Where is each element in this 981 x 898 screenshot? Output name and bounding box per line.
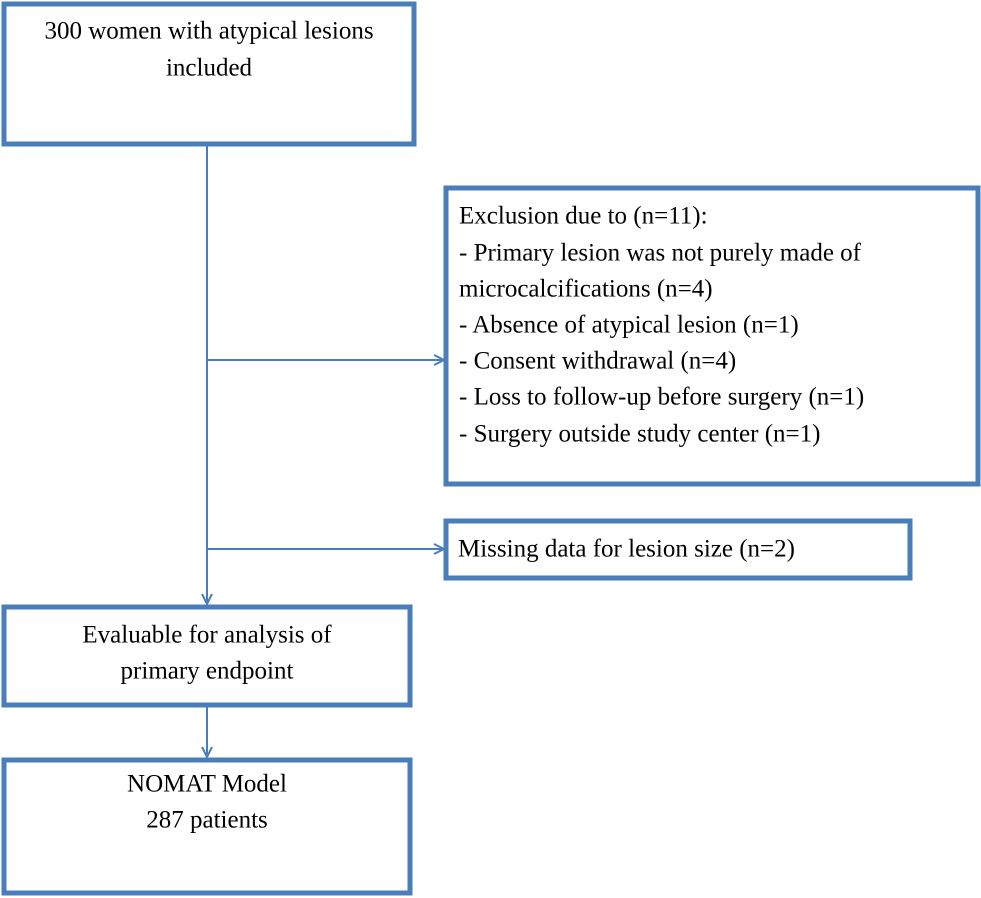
box <box>1 604 413 708</box>
box-text: - Loss to follow-up before surgery (n=1) <box>459 384 864 411</box>
box <box>443 518 913 581</box>
box-text: - Surgery outside study center (n=1) <box>459 421 820 448</box>
box-text: 287 patients <box>146 807 268 834</box>
box-text: primary endpoint <box>121 658 294 685</box>
box-text: included <box>166 55 253 82</box>
box-text: - Primary lesion was not purely made of <box>459 240 862 267</box>
box-text: 300 women with atypical lesions <box>44 18 373 45</box>
box-text: - Consent withdrawal (n=4) <box>459 348 736 375</box>
box <box>1 757 413 896</box>
box <box>1 1 417 147</box>
box-text: Evaluable for analysis of <box>82 622 332 649</box>
box-text: microcalcifications (n=4) <box>459 276 713 303</box>
box-text: - Absence of atypical lesion (n=1) <box>459 312 799 339</box>
box-text: NOMAT Model <box>127 771 287 798</box>
box <box>443 185 981 487</box>
box-text: Exclusion due to (n=11): <box>459 203 708 230</box>
box-text: Missing data for lesion size (n=2) <box>458 536 795 563</box>
